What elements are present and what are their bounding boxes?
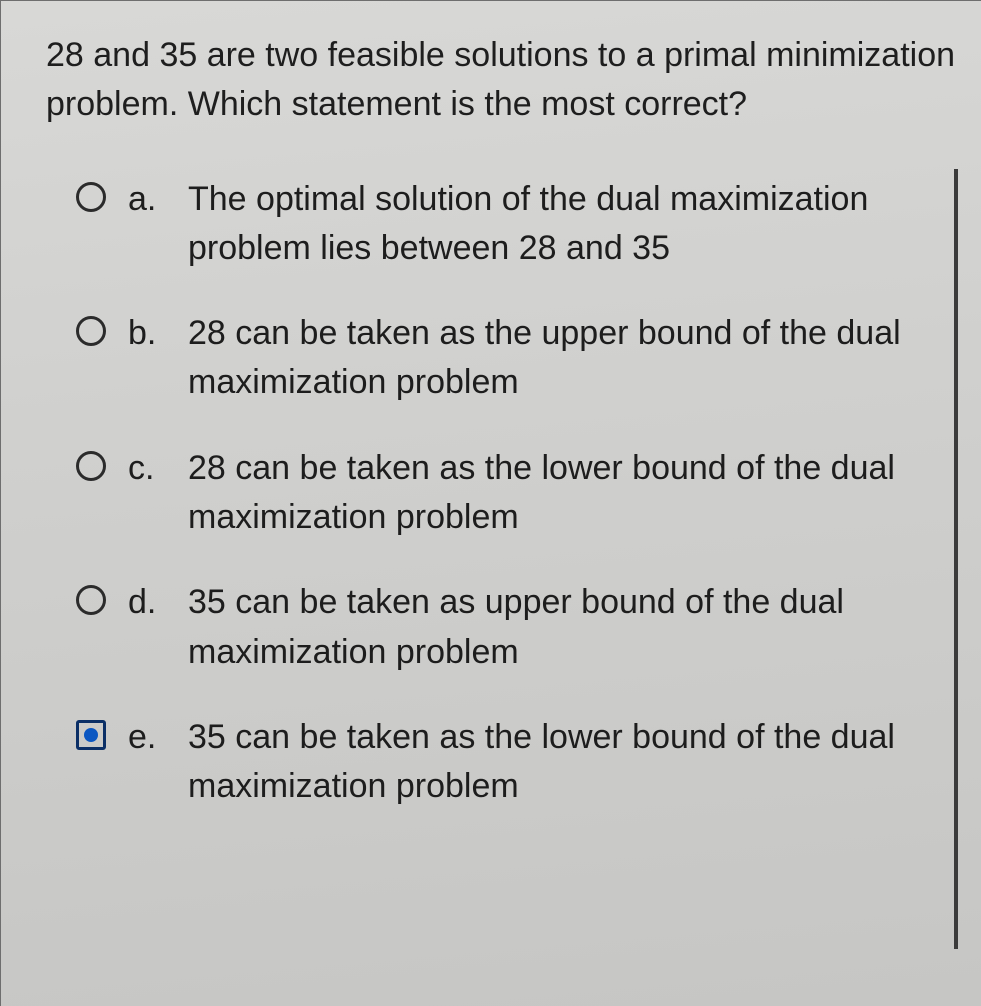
option-letter: e.	[128, 713, 178, 762]
quiz-card: 28 and 35 are two feasible solutions to …	[0, 0, 981, 1006]
question-text: 28 and 35 are two feasible solutions to …	[46, 31, 956, 130]
right-rule	[954, 169, 958, 949]
radio-d[interactable]	[76, 585, 106, 615]
radio-c[interactable]	[76, 451, 106, 481]
option-text: 35 can be taken as the lower bound of th…	[188, 713, 958, 812]
options-list: a. The optimal solution of the dual maxi…	[46, 175, 966, 812]
option-b[interactable]: b. 28 can be taken as the upper bound of…	[76, 309, 966, 408]
option-text: 35 can be taken as upper bound of the du…	[188, 578, 958, 677]
option-letter: a.	[128, 175, 178, 224]
option-letter: d.	[128, 578, 178, 627]
option-text: 28 can be taken as the upper bound of th…	[188, 309, 958, 408]
option-letter: b.	[128, 309, 178, 358]
option-text: 28 can be taken as the lower bound of th…	[188, 444, 958, 543]
option-c[interactable]: c. 28 can be taken as the lower bound of…	[76, 444, 966, 543]
radio-a[interactable]	[76, 182, 106, 212]
option-letter: c.	[128, 444, 178, 493]
option-e[interactable]: e. 35 can be taken as the lower bound of…	[76, 713, 966, 812]
option-text: The optimal solution of the dual maximiz…	[188, 175, 958, 274]
radio-e[interactable]	[76, 720, 106, 750]
option-d[interactable]: d. 35 can be taken as upper bound of the…	[76, 578, 966, 677]
radio-b[interactable]	[76, 316, 106, 346]
option-a[interactable]: a. The optimal solution of the dual maxi…	[76, 175, 966, 274]
